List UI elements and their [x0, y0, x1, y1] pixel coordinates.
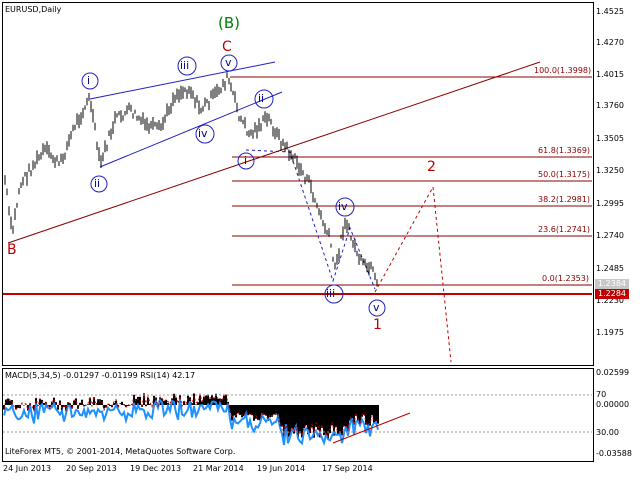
time-axis-3: 19 Dec 2013 — [130, 464, 182, 473]
current-price-tag: 1.2284 — [595, 289, 629, 299]
price-axis-10: 1.2230 — [596, 296, 624, 305]
indicator-panel[interactable] — [2, 368, 594, 462]
wave-label-i2: i — [244, 154, 248, 167]
time-axis-2: 20 Sep 2013 — [66, 464, 117, 473]
indicator-title: MACD(5,34,5) -0.01297 -0.01199 RSI(14) 4… — [5, 371, 196, 380]
fib-label-50: 50.0(1.3175) — [538, 170, 591, 179]
channel-bottom — [99, 91, 283, 168]
wave-label-i1: i — [87, 74, 91, 87]
price-axis-6: 1.3250 — [596, 166, 624, 175]
indicator-axis-1: 0.02599 — [596, 368, 630, 377]
wave-label-v1: v — [225, 56, 232, 69]
main-chart-panel[interactable] — [2, 2, 594, 366]
fib-label-0: 0.0(1.2353) — [542, 274, 589, 283]
time-axis-1: 24 Jun 2013 — [3, 464, 52, 473]
chart-symbol-title: EURUSD,Daily — [5, 5, 62, 14]
wave-label-2: 2 — [427, 159, 436, 175]
indicator-axis-2: 70 — [596, 390, 607, 399]
price-axis-11: 1.1975 — [596, 328, 624, 337]
wave-label-iv1: iv — [198, 127, 208, 140]
wave-label-iv2: iv — [338, 200, 348, 213]
fib-label-100: 100.0(1.3998) — [534, 66, 592, 75]
time-axis-6: 17 Sep 2014 — [322, 464, 373, 473]
copyright-text: LiteForex MT5, © 2001-2014, MetaQuotes S… — [5, 447, 236, 456]
price-axis-5: 1.3505 — [596, 134, 624, 143]
time-axis-4: 21 Mar 2014 — [193, 464, 244, 473]
wave-label-iii2: iii — [326, 287, 336, 300]
wave-circles — [81, 54, 386, 317]
indicator-axis-3: 0.00000 — [596, 400, 630, 409]
wave-label-C: C — [222, 39, 232, 55]
trendline-long — [7, 61, 541, 244]
wave-path-dashed-blue — [245, 149, 376, 290]
wave-label-ii2: ii — [258, 92, 265, 105]
wave-label-1: 1 — [373, 317, 382, 333]
wave-label-big-B: (B) — [218, 14, 240, 32]
indicator-axis-5: -0.03588 — [596, 449, 632, 458]
price-axis-3: 1.4015 — [596, 70, 624, 79]
wave-label-B: B — [7, 242, 17, 258]
price-axis-4: 1.3760 — [596, 101, 624, 110]
fib-label-38-2: 38.2(1.2981) — [538, 195, 591, 204]
price-axis-2: 1.4270 — [596, 38, 624, 47]
rsi-line — [3, 398, 379, 446]
fib-retracement[interactable] — [230, 76, 592, 286]
wave-label-ii1: ii — [94, 177, 101, 190]
wave-label-iii1: iii — [180, 59, 190, 72]
wave-label-v2: v — [373, 301, 380, 314]
fib-label-61-8: 61.8(1.3369) — [538, 146, 591, 155]
indicator-axis-4: 30.00 — [596, 428, 619, 437]
bid-price-tag: 1.2384 — [595, 279, 629, 289]
fib-label-23-6: 23.6(1.2741) — [538, 225, 591, 234]
price-axis-7: 1.2995 — [596, 199, 624, 208]
price-axis-9: 1.2485 — [596, 264, 624, 273]
wave-projection-dashed-red — [374, 185, 452, 363]
price-candles — [4, 72, 378, 287]
channel-top — [89, 61, 276, 100]
time-axis-5: 19 Jun 2014 — [257, 464, 306, 473]
indicator-trendline — [332, 412, 411, 444]
price-axis-8: 1.2740 — [596, 231, 624, 240]
price-axis-1: 1.4525 — [596, 7, 624, 16]
